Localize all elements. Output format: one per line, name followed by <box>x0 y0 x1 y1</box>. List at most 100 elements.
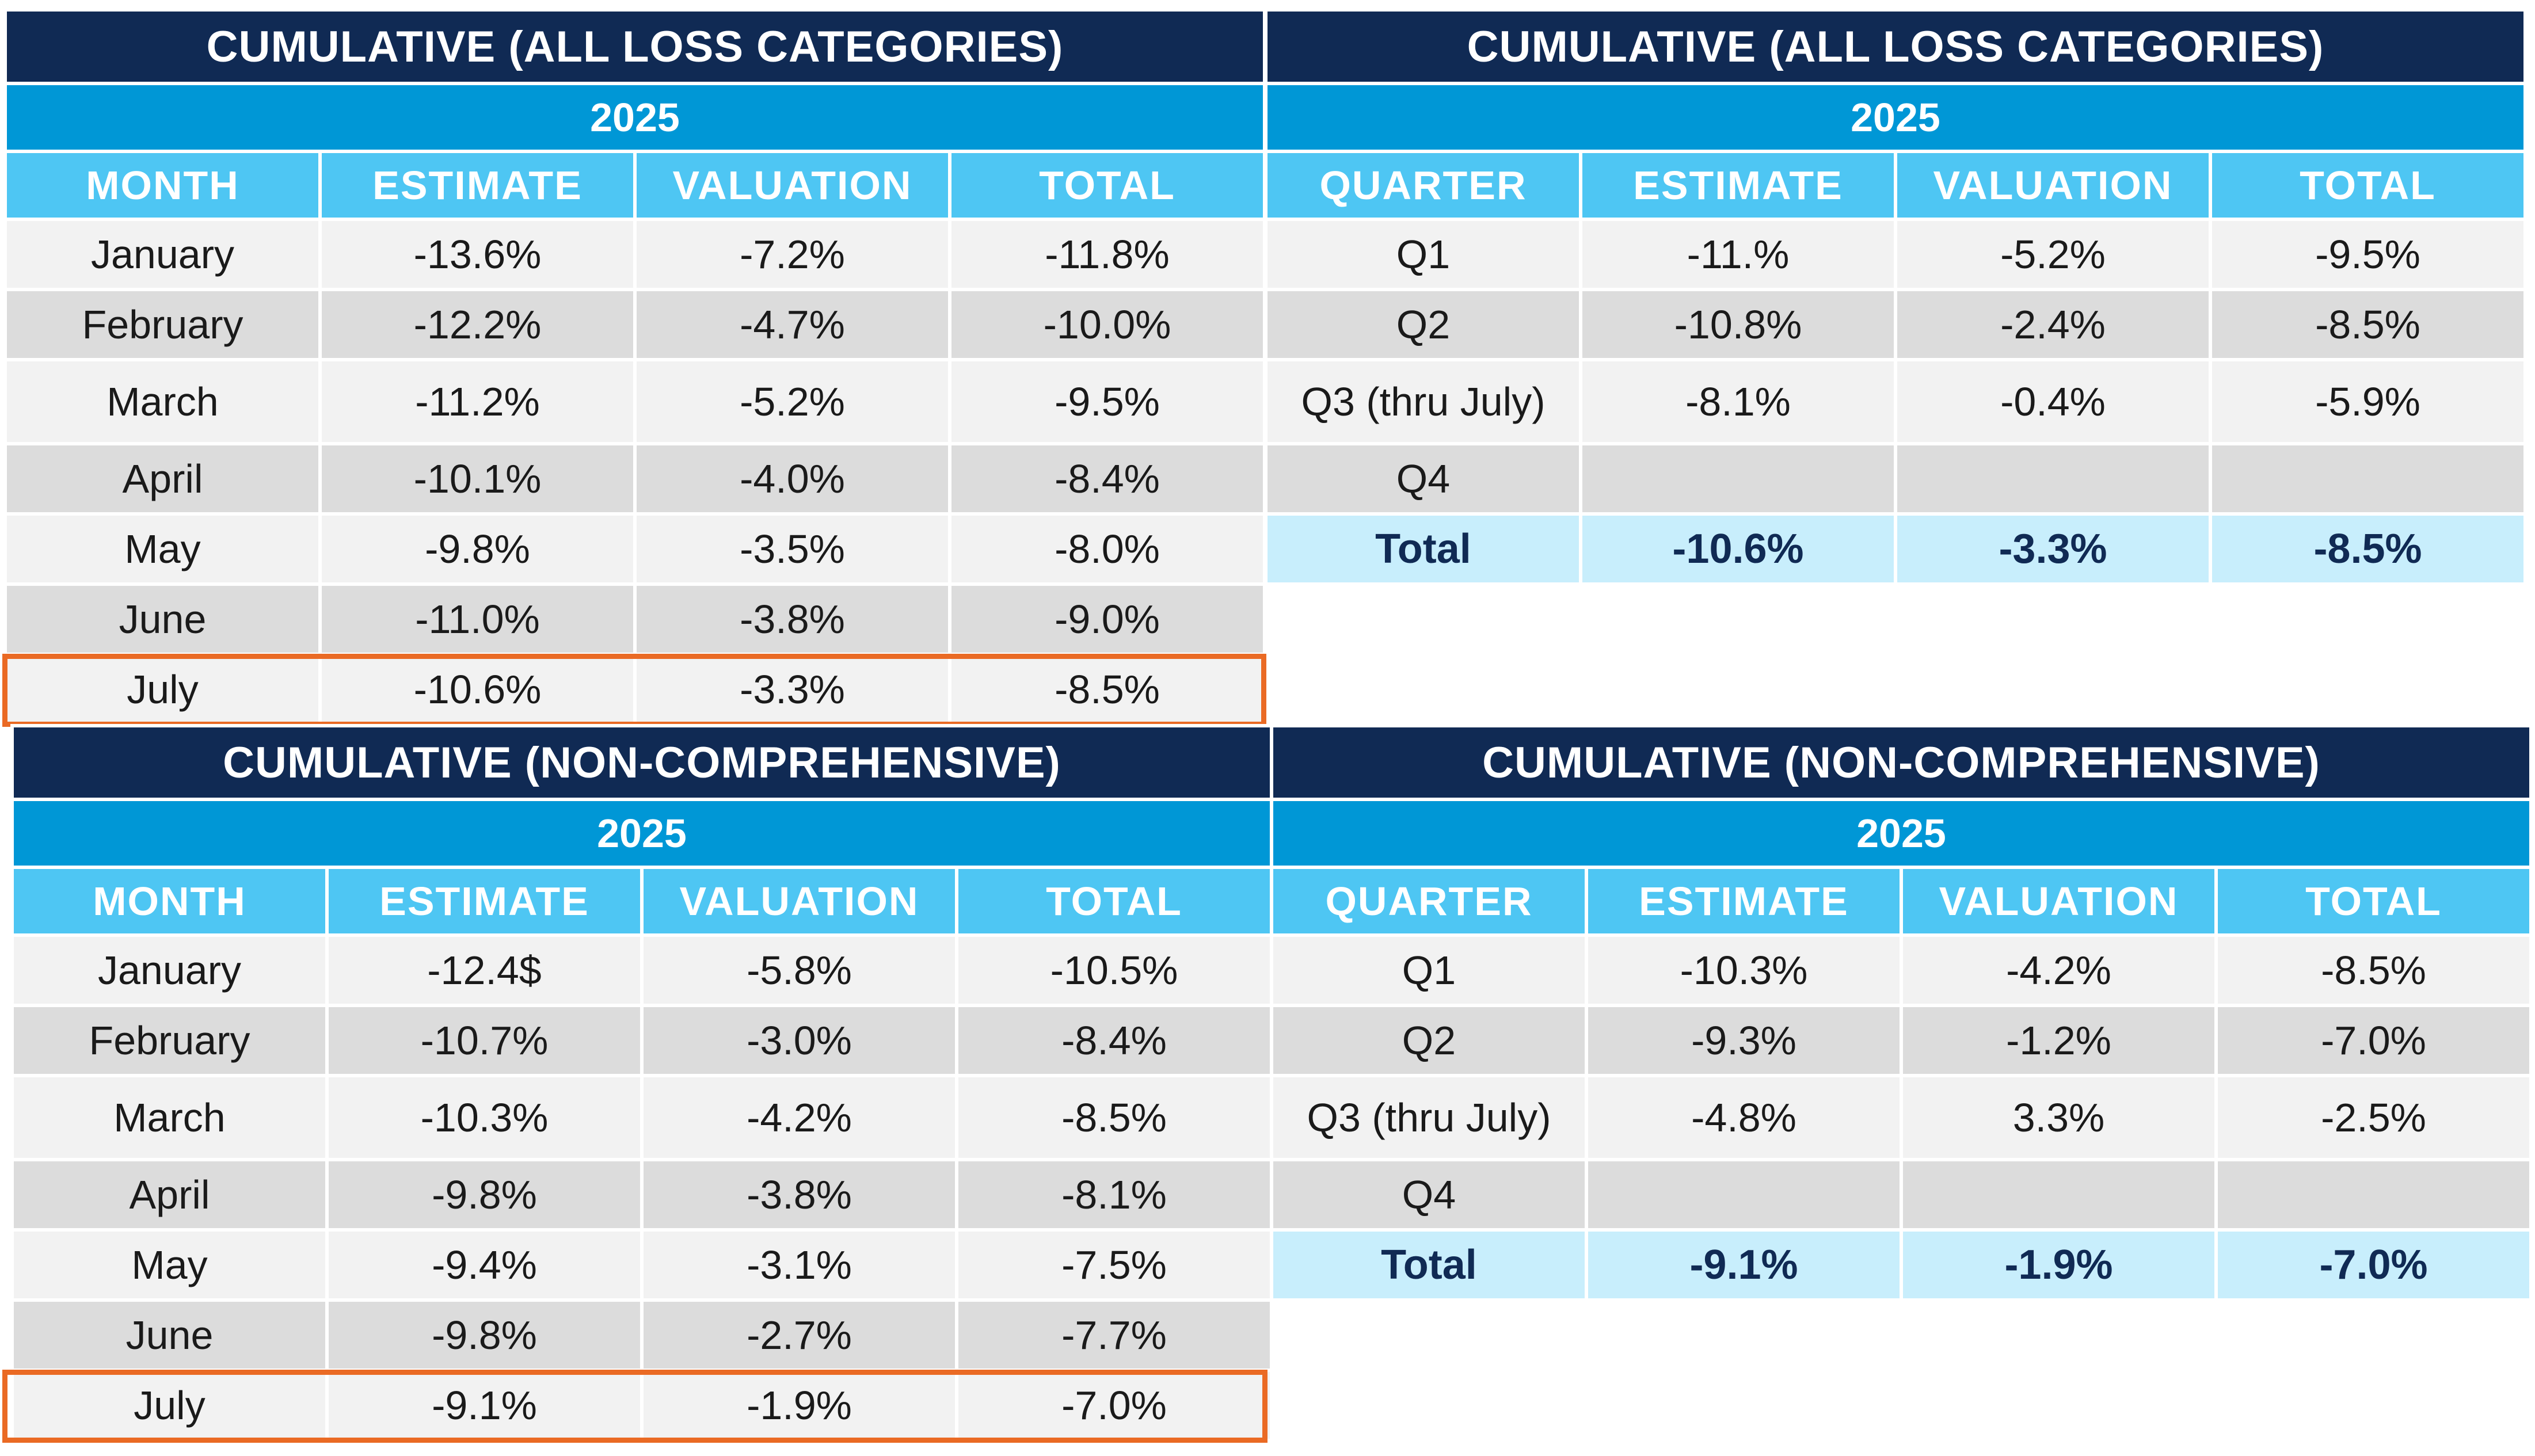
total-estimate: -9.1% <box>1585 1228 1903 1302</box>
table-row-highlighted: July -9.1% -1.9% -7.0% <box>10 1369 1273 1442</box>
total-cell: -2.5% <box>2214 1074 2533 1161</box>
col-header-estimate: ESTIMATE <box>1579 150 1897 221</box>
total-cell: -8.1% <box>955 1158 1273 1232</box>
highlight-box-july <box>2 1370 1268 1443</box>
table-row: April -9.8% -3.8% -8.1% <box>10 1158 1273 1232</box>
estimate-cell: -11.2% <box>318 358 637 445</box>
estimate-cell: -9.3% <box>1585 1004 1903 1077</box>
table-row: May -9.8% -3.5% -8.0% <box>3 512 1266 586</box>
valuation-cell <box>1894 442 2212 516</box>
table-all-loss-monthly: CUMULATIVE (ALL LOSS CATEGORIES) 2025 MO… <box>3 8 1266 726</box>
month-cell: March <box>10 1074 329 1161</box>
col-header-estimate: ESTIMATE <box>1585 866 1903 937</box>
estimate-cell: -9.1% <box>325 1369 644 1442</box>
month-cell: June <box>10 1298 329 1372</box>
month-cell: May <box>10 1228 329 1302</box>
total-cell: -8.5% <box>955 1074 1273 1161</box>
total-cell <box>2209 442 2527 516</box>
table-year: 2025 <box>3 82 1266 153</box>
total-total: -8.5% <box>2209 512 2527 586</box>
quarterly-table: CUMULATIVE (ALL LOSS CATEGORIES) 2025 QU… <box>1264 8 2527 586</box>
highlight-box-july <box>2 654 1266 727</box>
col-header-total: TOTAL <box>955 866 1273 937</box>
table-row: May -9.4% -3.1% -7.5% <box>10 1228 1273 1302</box>
month-cell: January <box>10 933 329 1007</box>
valuation-cell <box>1900 1158 2218 1232</box>
total-cell <box>2214 1158 2533 1232</box>
total-cell: -8.4% <box>948 442 1266 516</box>
valuation-cell: -0.4% <box>1894 358 2212 445</box>
estimate-cell: -10.3% <box>1585 933 1903 1007</box>
table-all-loss-quarterly: CUMULATIVE (ALL LOSS CATEGORIES) 2025 QU… <box>1264 8 2527 586</box>
col-header-quarter: QUARTER <box>1264 150 1582 221</box>
valuation-cell: -4.2% <box>1900 933 2218 1007</box>
valuation-cell: -5.2% <box>633 358 951 445</box>
month-cell: April <box>3 442 322 516</box>
table-noncomp-quarterly: CUMULATIVE (NON-COMPREHENSIVE) 2025 QUAR… <box>1270 724 2533 1302</box>
table-row: Q1 -11.% -5.2% -9.5% <box>1264 218 2527 291</box>
valuation-cell: -3.8% <box>640 1158 958 1232</box>
valuation-cell: -5.8% <box>640 933 958 1007</box>
total-cell: -8.0% <box>948 512 1266 586</box>
quarter-cell: Q4 <box>1264 442 1582 516</box>
valuation-cell: -2.7% <box>640 1298 958 1372</box>
estimate-cell: -4.8% <box>1585 1074 1903 1161</box>
total-total: -7.0% <box>2214 1228 2533 1302</box>
table-row: June -9.8% -2.7% -7.7% <box>10 1298 1273 1372</box>
valuation-cell: -2.4% <box>1894 288 2212 361</box>
month-cell: July <box>3 653 322 726</box>
table-noncomp-monthly: CUMULATIVE (NON-COMPREHENSIVE) 2025 MONT… <box>10 724 1273 1442</box>
estimate-cell: -11.% <box>1579 218 1897 291</box>
table-row: Q3 (thru July) -8.1% -0.4% -5.9% <box>1264 358 2527 445</box>
quarter-cell: Q1 <box>1270 933 1588 1007</box>
table-year: 2025 <box>10 798 1273 869</box>
valuation-cell: -4.2% <box>640 1074 958 1161</box>
total-cell: -9.5% <box>2209 218 2527 291</box>
monthly-table: CUMULATIVE (ALL LOSS CATEGORIES) 2025 MO… <box>3 8 1266 726</box>
valuation-cell: -1.2% <box>1900 1004 2218 1077</box>
estimate-cell: -11.0% <box>318 582 637 656</box>
col-header-total: TOTAL <box>948 150 1266 221</box>
col-header-total: TOTAL <box>2214 866 2533 937</box>
estimate-cell: -12.2% <box>318 288 637 361</box>
total-cell: -7.7% <box>955 1298 1273 1372</box>
table-row: Q4 <box>1270 1158 2533 1232</box>
total-cell: -8.5% <box>2209 288 2527 361</box>
estimate-cell: -10.7% <box>325 1004 644 1077</box>
table-row: Q2 -9.3% -1.2% -7.0% <box>1270 1004 2533 1077</box>
table-row: March -11.2% -5.2% -9.5% <box>3 358 1266 445</box>
quarter-cell: Q3 (thru July) <box>1270 1074 1588 1161</box>
estimate-cell: -9.4% <box>325 1228 644 1302</box>
total-valuation: -1.9% <box>1900 1228 2218 1302</box>
total-row: Total -9.1% -1.9% -7.0% <box>1270 1228 2533 1302</box>
estimate-cell: -12.4$ <box>325 933 644 1007</box>
valuation-cell: -5.2% <box>1894 218 2212 291</box>
monthly-table: CUMULATIVE (NON-COMPREHENSIVE) 2025 MONT… <box>10 724 1273 1442</box>
table-row: Q4 <box>1264 442 2527 516</box>
table-year: 2025 <box>1270 798 2533 869</box>
total-row: Total -10.6% -3.3% -8.5% <box>1264 512 2527 586</box>
total-cell: -7.0% <box>955 1369 1273 1442</box>
quarter-cell: Q1 <box>1264 218 1582 291</box>
table-row: February -12.2% -4.7% -10.0% <box>3 288 1266 361</box>
valuation-cell: -1.9% <box>640 1369 958 1442</box>
total-valuation: -3.3% <box>1894 512 2212 586</box>
col-header-valuation: VALUATION <box>1894 150 2212 221</box>
table-row: Q3 (thru July) -4.8% 3.3% -2.5% <box>1270 1074 2533 1161</box>
total-cell: -5.9% <box>2209 358 2527 445</box>
col-header-estimate: ESTIMATE <box>318 150 637 221</box>
table-title: CUMULATIVE (NON-COMPREHENSIVE) <box>10 724 1273 801</box>
total-cell: -8.5% <box>948 653 1266 726</box>
total-cell: -11.8% <box>948 218 1266 291</box>
table-row: January -12.4$ -5.8% -10.5% <box>10 933 1273 1007</box>
estimate-cell: -10.1% <box>318 442 637 516</box>
total-label: Total <box>1264 512 1582 586</box>
month-cell: April <box>10 1158 329 1232</box>
valuation-cell: -3.1% <box>640 1228 958 1302</box>
table-year: 2025 <box>1264 82 2527 153</box>
col-header-month: MONTH <box>3 150 322 221</box>
month-cell: February <box>3 288 322 361</box>
col-header-estimate: ESTIMATE <box>325 866 644 937</box>
month-cell: January <box>3 218 322 291</box>
estimate-cell: -10.3% <box>325 1074 644 1161</box>
